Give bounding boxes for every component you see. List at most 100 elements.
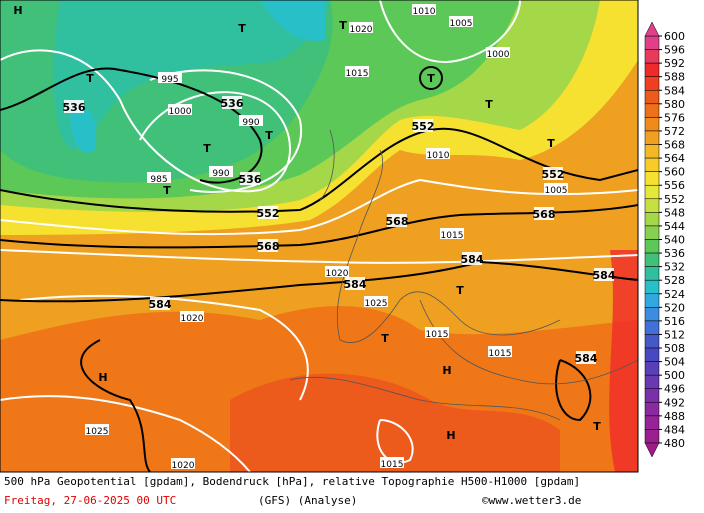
pressure-center: T [265, 129, 273, 142]
colorbar-swatch [644, 402, 660, 417]
isobar-label: 1005 [450, 19, 473, 29]
footer-credit: ©www.wetter3.de [482, 494, 581, 507]
colorbar-swatch [644, 415, 660, 430]
footer-title: 500 hPa Geopotential [gpdam], Bodendruck… [4, 475, 580, 488]
label-box [239, 115, 263, 126]
pressure-center: T [593, 420, 601, 433]
pressure-center: T [485, 98, 493, 111]
isobar-label: 1015 [441, 231, 464, 241]
label-box [168, 104, 192, 115]
isobar-label: 995 [161, 75, 178, 85]
label-box [345, 277, 365, 290]
isobar-label: 1020 [350, 25, 373, 35]
colorbar-swatch [644, 347, 660, 362]
pressure-center: T [547, 137, 555, 150]
geopotential-label: 584 [575, 352, 598, 365]
colorbar-label: 508 [664, 342, 685, 355]
isobar-label: 1015 [346, 69, 369, 79]
colorbar-label: 520 [664, 301, 685, 314]
colorbar-swatch [644, 320, 660, 335]
colorbar-swatch [644, 279, 660, 295]
colorbar-label: 480 [664, 437, 685, 450]
isobar-label: 1025 [365, 299, 388, 309]
geopotential-label: 584 [461, 253, 484, 266]
isobar-label: 1020 [172, 461, 195, 471]
colorbar-swatch [644, 49, 660, 64]
pressure-center: T [86, 72, 94, 85]
label-box [258, 206, 278, 219]
isobar-label: 1015 [489, 349, 512, 359]
colorbar-label: 552 [664, 193, 685, 206]
band [609, 250, 638, 472]
colorbar-swatch [644, 225, 660, 240]
colorbar-swatch [644, 198, 660, 213]
label-box [64, 100, 84, 113]
colorbar-swatch [644, 62, 660, 77]
colorbar-swatch [644, 252, 660, 267]
colorbar-swatch [644, 307, 660, 322]
isobar-label: 1015 [426, 330, 449, 340]
pressure-center: T [238, 22, 246, 35]
label-box [222, 96, 242, 109]
colorbar-swatch [644, 239, 660, 254]
label-box [426, 148, 450, 159]
colorbar-swatch [644, 266, 660, 281]
colorbar-swatch [644, 90, 660, 105]
map-labels: 536 536 536 552 552 552 568 568 568 584 584 584 584 5… [13, 4, 616, 471]
colorbar-label: 568 [664, 139, 685, 152]
label-box [534, 207, 554, 220]
isobar-label: 1005 [545, 186, 568, 196]
label-box [150, 297, 170, 310]
geopotential-label: 552 [412, 120, 435, 133]
isobar-label: 1025 [86, 427, 109, 437]
colorbar-label: 536 [664, 247, 685, 260]
colorbar-swatch [644, 334, 660, 349]
footer-date: Freitag, 27-06-2025 00 UTC [4, 494, 176, 507]
label-box [85, 424, 109, 435]
label-box [440, 228, 464, 239]
colorbar-arrow-top [644, 21, 660, 37]
colorbar-arrow-bottom [644, 442, 660, 458]
footer-model: (GFS) (Analyse) [258, 494, 357, 507]
label-box [325, 266, 349, 277]
colorbar-label: 488 [664, 410, 685, 423]
geopotential-label: 568 [257, 240, 280, 253]
colorbar-label: 500 [664, 369, 685, 382]
label-box [488, 346, 512, 357]
geopotential-label: 536 [221, 97, 244, 110]
isobars [0, 0, 638, 472]
colorbar-label: 532 [664, 261, 685, 274]
pressure-center: T [381, 332, 389, 345]
colorbar-label: 544 [664, 220, 685, 233]
label-box [594, 268, 614, 281]
colorbar-label: 512 [664, 328, 685, 341]
colorbar-label: 600 [664, 30, 685, 43]
colorbar-swatch [644, 374, 660, 389]
label-box [380, 457, 404, 468]
label-box [413, 119, 433, 132]
label-box [387, 214, 407, 227]
label-box [576, 351, 596, 364]
pressure-center: H [13, 4, 22, 17]
colorbar-label: 556 [664, 179, 685, 192]
colorbar-label: 484 [664, 423, 685, 436]
colorbar-swatch [644, 117, 660, 132]
isobar-label: 1020 [326, 269, 349, 279]
colorbar-label: 584 [664, 84, 685, 97]
colorbar-label: 572 [664, 125, 685, 138]
colorbar-label: 504 [664, 356, 685, 369]
label-box [147, 172, 171, 183]
colorbar-swatch [644, 157, 660, 172]
label-box [209, 166, 233, 177]
label-box [349, 22, 373, 33]
colorbar-label: 560 [664, 166, 685, 179]
label-box [486, 47, 510, 58]
isobar-label: 1020 [181, 314, 204, 324]
band [53, 0, 330, 150]
pressure-center: H [446, 429, 455, 442]
map-area: 536 536 536 552 552 552 568 568 568 584 584 584 584 5… [0, 0, 638, 472]
geopotential-label: 584 [344, 278, 367, 291]
map-frame [0, 0, 639, 473]
label-box [544, 183, 568, 194]
